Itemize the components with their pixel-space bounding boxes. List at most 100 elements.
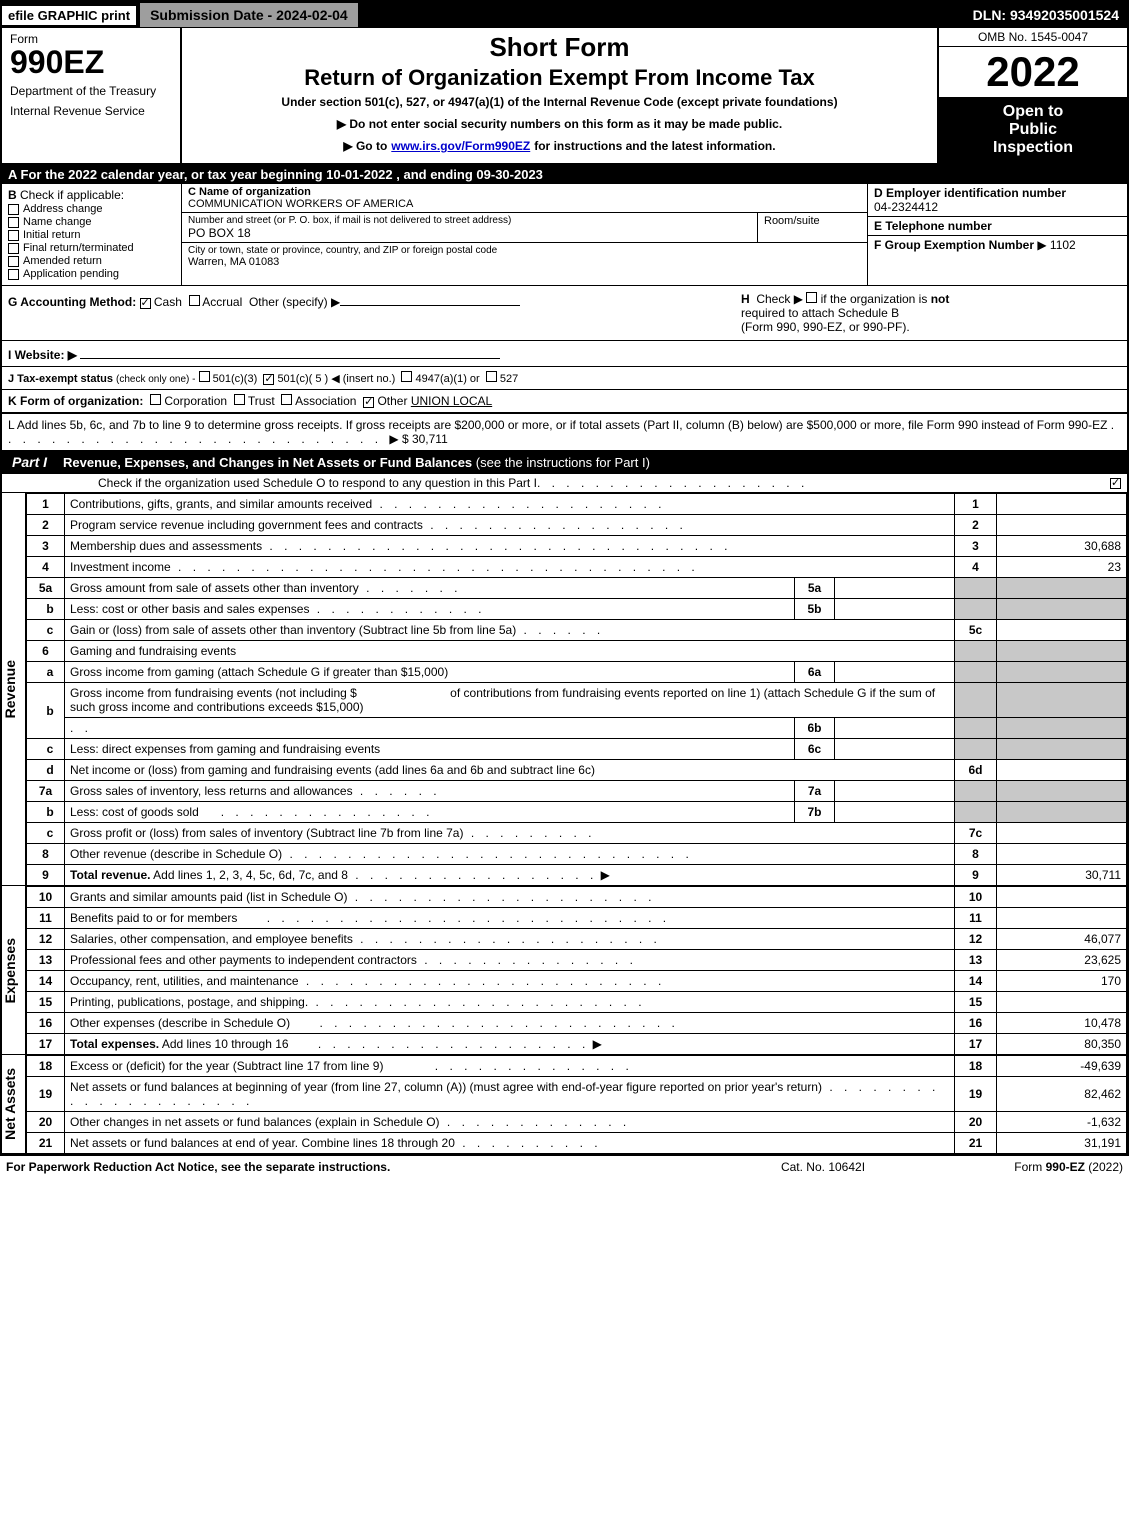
chk-label: Final return/terminated	[23, 242, 134, 254]
h-text3: required to attach Schedule B	[741, 306, 899, 320]
chk-501c3[interactable]	[199, 371, 210, 382]
part1-title-note: (see the instructions for Part I)	[476, 455, 650, 470]
j-label: J Tax-exempt status	[8, 373, 113, 385]
chk-527[interactable]	[486, 371, 497, 382]
j-opt4: 527	[500, 373, 518, 385]
chk-cash[interactable]	[140, 298, 151, 309]
l7a-text: Gross sales of inventory, less returns a…	[70, 784, 353, 798]
chk-initial-return[interactable]: Initial return	[8, 229, 175, 241]
l-text: L Add lines 5b, 6c, and 7b to line 9 to …	[8, 418, 1107, 432]
addr-label: Number and street (or P. O. box, if mail…	[188, 215, 751, 226]
l10-text: Grants and similar amounts paid (list in…	[70, 890, 347, 904]
open-to-public: Open to Public Inspection	[939, 97, 1127, 163]
dept-treasury: Department of the Treasury	[10, 84, 172, 98]
b-letter: B	[8, 188, 17, 202]
b-header: B Check if applicable:	[8, 188, 175, 202]
k-other: Other	[377, 394, 407, 408]
room-suite: Room/suite	[757, 213, 867, 242]
chk-amended-return[interactable]: Amended return	[8, 255, 175, 267]
chk-other[interactable]	[363, 397, 374, 408]
city-row: City or town, state or province, country…	[182, 243, 867, 270]
return-title: Return of Organization Exempt From Incom…	[190, 65, 929, 91]
line-17: 17Total expenses. Add lines 10 through 1…	[27, 1034, 1127, 1055]
efile-print-button[interactable]: efile GRAPHIC print	[2, 6, 136, 25]
goto-post: for instructions and the latest informat…	[534, 139, 775, 153]
l7b-text: Less: cost of goods sold	[70, 805, 199, 819]
city-label: City or town, state or province, country…	[188, 245, 861, 256]
netassets-section: Net Assets 18Excess or (deficit) for the…	[2, 1055, 1127, 1154]
l15-text: Printing, publications, postage, and shi…	[70, 995, 308, 1009]
checkbox-icon	[8, 204, 19, 215]
chk-name-change[interactable]: Name change	[8, 216, 175, 228]
c-name-label: C Name of organization	[188, 186, 311, 198]
l18-text: Excess or (deficit) for the year (Subtra…	[70, 1059, 383, 1073]
chk-4947[interactable]	[401, 371, 412, 382]
chk-application-pending[interactable]: Application pending	[8, 268, 175, 280]
addr-left: Number and street (or P. O. box, if mail…	[182, 213, 757, 242]
open-line1: Open to	[943, 103, 1123, 121]
l4-text: Investment income	[70, 560, 171, 574]
v18: -49,639	[997, 1056, 1127, 1077]
chk-accrual[interactable]	[189, 295, 200, 306]
l11-text: Benefits paid to or for members	[70, 911, 237, 925]
chk-label: Initial return	[23, 229, 80, 241]
b-label: Check if applicable:	[20, 188, 124, 202]
l3-text: Membership dues and assessments	[70, 539, 262, 553]
v20: -1,632	[997, 1112, 1127, 1133]
l12-text: Salaries, other compensation, and employ…	[70, 932, 353, 946]
l21-text: Net assets or fund balances at end of ye…	[70, 1136, 455, 1150]
checkbox-icon	[8, 243, 19, 254]
expenses-vert: Expenses	[2, 938, 25, 1003]
open-line3: Inspection	[943, 139, 1123, 157]
l-amount: ▶ $ 30,711	[389, 432, 447, 446]
chk-address-change[interactable]: Address change	[8, 203, 175, 215]
l17-rest: Add lines 10 through 16	[159, 1037, 288, 1051]
footer-right-pre: Form	[1014, 1160, 1045, 1174]
h-check: Check ▶	[756, 292, 803, 306]
checkbox-icon	[8, 269, 19, 280]
j-sub: (check only one) -	[116, 374, 195, 385]
k-other-val: UNION LOCAL	[411, 394, 492, 408]
line-7c: cGross profit or (loss) from sales of in…	[27, 823, 1127, 844]
goto-pre: ▶ Go to	[343, 139, 387, 153]
irs-link[interactable]: www.irs.gov/Form990EZ	[391, 139, 530, 153]
other-field[interactable]	[340, 292, 520, 306]
chk-501c[interactable]	[263, 374, 274, 385]
chk-assoc[interactable]	[281, 394, 292, 405]
chk-schedule-b[interactable]	[806, 292, 817, 303]
website-field[interactable]	[80, 345, 500, 359]
addr-row: Number and street (or P. O. box, if mail…	[182, 213, 867, 243]
line-4: 4Investment income . . . . . . . . . . .…	[27, 557, 1127, 578]
dots: . . . . . . . . . . . . . . . . . . .	[537, 476, 1110, 490]
line-7b: bLess: cost of goods sold . . . . . . . …	[27, 802, 1127, 823]
part1-sub-text: Check if the organization used Schedule …	[98, 476, 537, 490]
line-9: 9Total revenue. Add lines 1, 2, 3, 4, 5c…	[27, 865, 1127, 886]
chk-label: Amended return	[23, 255, 102, 267]
i-label: I Website: ▶	[8, 348, 77, 362]
chk-trust[interactable]	[234, 394, 245, 405]
line-7a: 7aGross sales of inventory, less returns…	[27, 781, 1127, 802]
chk-corp[interactable]	[150, 394, 161, 405]
v21: 31,191	[997, 1133, 1127, 1154]
l6d-text: Net income or (loss) from gaming and fun…	[65, 760, 955, 781]
line-6a: aGross income from gaming (attach Schedu…	[27, 662, 1127, 683]
section-bcd: B Check if applicable: Address change Na…	[2, 184, 1127, 286]
revenue-section: Revenue 1Contributions, gifts, grants, a…	[2, 493, 1127, 886]
expenses-table: 10Grants and similar amounts paid (list …	[26, 886, 1127, 1055]
header-left: Form 990EZ Department of the Treasury In…	[2, 28, 182, 163]
row-i: I Website: ▶	[2, 341, 1127, 367]
j-opt1: 501(c)(3)	[213, 373, 258, 385]
row-g: G Accounting Method: Cash Accrual Other …	[8, 292, 741, 334]
form-header: Form 990EZ Department of the Treasury In…	[2, 28, 1127, 165]
under-section: Under section 501(c), 527, or 4947(a)(1)…	[190, 95, 929, 109]
short-form-title: Short Form	[190, 32, 929, 63]
group-value: ▶ 1102	[1037, 238, 1075, 252]
checkbox-icon	[8, 217, 19, 228]
chk-schedule-o[interactable]	[1110, 478, 1121, 489]
irs-label: Internal Revenue Service	[10, 104, 172, 118]
header-center: Short Form Return of Organization Exempt…	[182, 28, 937, 163]
form-container: efile GRAPHIC print Submission Date - 20…	[0, 0, 1129, 1156]
line-12: 12Salaries, other compensation, and empl…	[27, 929, 1127, 950]
revenue-table: 1Contributions, gifts, grants, and simil…	[26, 493, 1127, 886]
chk-final-return[interactable]: Final return/terminated	[8, 242, 175, 254]
